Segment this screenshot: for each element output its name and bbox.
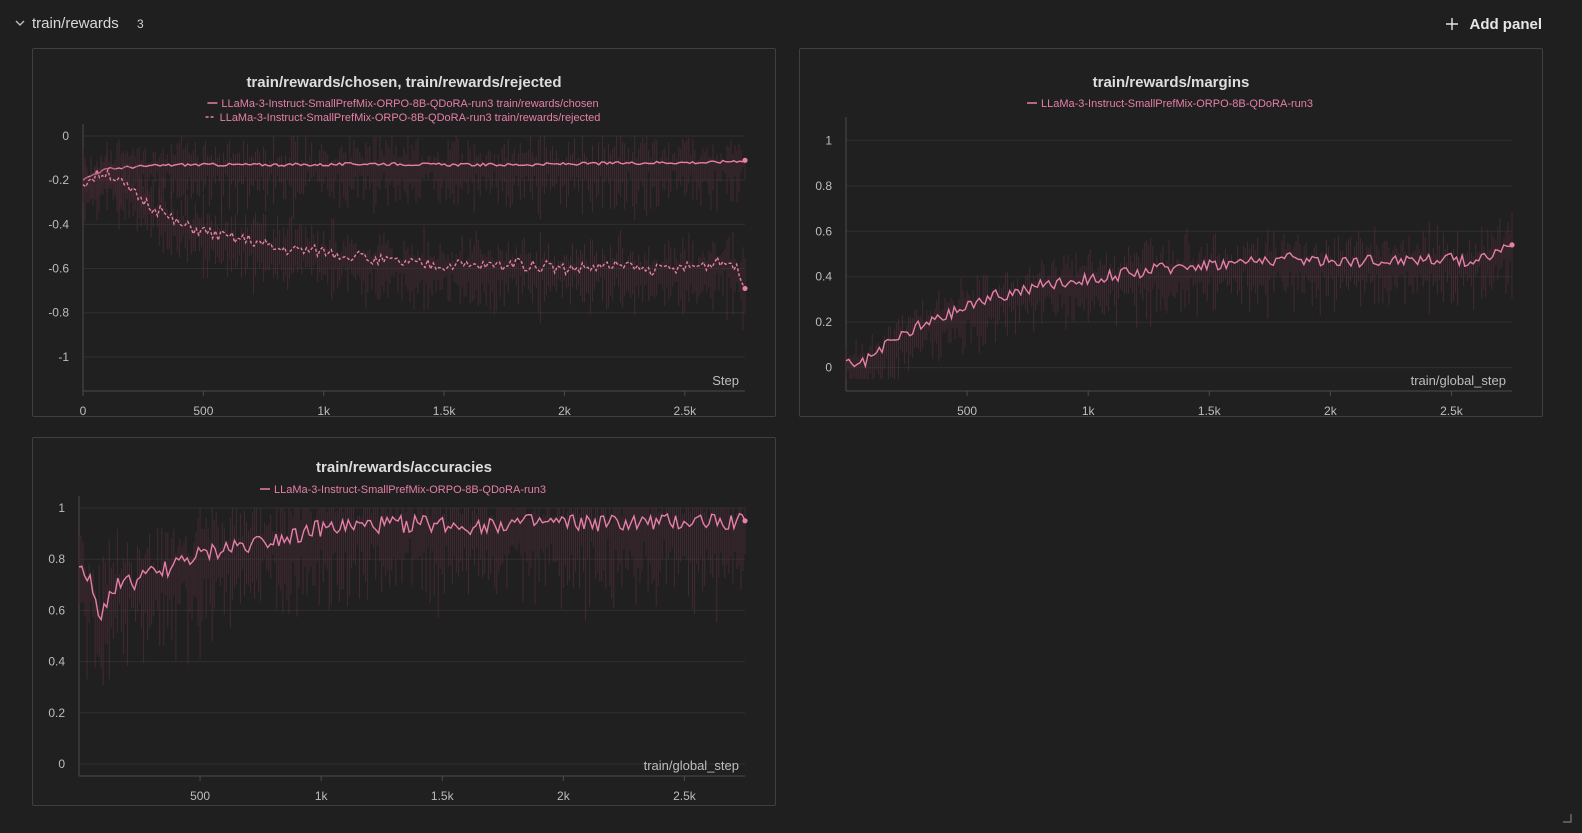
add-panel-button[interactable]: Add panel bbox=[1445, 12, 1542, 36]
y-tick-label: -1 bbox=[58, 350, 69, 364]
chart-title: train/rewards/chosen, train/rewards/reje… bbox=[246, 74, 561, 91]
x-tick-label: 1.5k bbox=[1198, 404, 1222, 416]
legend-label: LLaMa-3-Instruct-SmallPrefMix-ORPO-8B-QD… bbox=[220, 112, 601, 124]
y-tick-label: 0.8 bbox=[815, 179, 832, 193]
x-tick-label: 500 bbox=[190, 789, 210, 803]
series-endpoint bbox=[742, 285, 748, 292]
x-tick-label: 500 bbox=[193, 404, 213, 416]
section-title[interactable]: train/rewards bbox=[32, 15, 119, 32]
legend-entry[interactable]: LLaMa-3-Instruct-SmallPrefMix-ORPO-8B-QD… bbox=[205, 112, 601, 124]
y-tick-label: -0.8 bbox=[48, 306, 69, 320]
legend-entry[interactable]: LLaMa-3-Instruct-SmallPrefMix-ORPO-8B-QD… bbox=[207, 98, 599, 110]
raw-noise bbox=[82, 136, 746, 221]
legend-label: LLaMa-3-Instruct-SmallPrefMix-ORPO-8B-QD… bbox=[1041, 98, 1313, 110]
y-tick-label: 1 bbox=[58, 501, 65, 515]
chart-title: train/rewards/margins bbox=[1093, 74, 1250, 91]
y-tick-label: 0.8 bbox=[48, 552, 65, 566]
legend-entry[interactable]: LLaMa-3-Instruct-SmallPrefMix-ORPO-8B-QD… bbox=[1026, 98, 1313, 110]
chart-panel-chosen-rejected[interactable]: train/rewards/chosen, train/rewards/reje… bbox=[32, 48, 776, 417]
series-endpoint bbox=[742, 518, 748, 524]
series-endpoint bbox=[742, 157, 748, 163]
series-line[interactable] bbox=[78, 512, 746, 622]
y-tick-label: -0.6 bbox=[48, 262, 69, 276]
x-tick-label: 0 bbox=[80, 404, 87, 416]
y-tick-label: 0 bbox=[58, 757, 65, 771]
chevron-down-icon[interactable] bbox=[14, 17, 26, 29]
y-tick-label: 0 bbox=[825, 361, 832, 375]
panel-count-badge: 3 bbox=[137, 17, 144, 31]
y-tick-label: 0.4 bbox=[48, 655, 65, 669]
x-axis-label: Step bbox=[712, 373, 739, 388]
y-tick-label: 0.4 bbox=[815, 270, 832, 284]
x-tick-label: 2.5k bbox=[673, 404, 697, 416]
y-tick-label: 0.6 bbox=[48, 603, 65, 617]
plus-icon bbox=[1446, 18, 1459, 30]
y-tick-label: 0 bbox=[62, 129, 69, 143]
x-tick-label: 2.5k bbox=[673, 789, 697, 803]
y-tick-label: 0.6 bbox=[815, 224, 832, 238]
section-header: train/rewards 3 Add panel bbox=[0, 0, 1582, 48]
x-tick-label: 2.5k bbox=[1440, 404, 1464, 416]
y-tick-label: 0.2 bbox=[815, 315, 832, 329]
chart-margins[interactable]: train/rewards/margins LLaMa-3-Instruct-Sm… bbox=[800, 49, 1542, 416]
x-tick-label: 1.5k bbox=[433, 404, 457, 416]
legend-entry[interactable]: LLaMa-3-Instruct-SmallPrefMix-ORPO-8B-QD… bbox=[259, 484, 546, 496]
x-tick-label: 1.5k bbox=[431, 789, 455, 803]
x-tick-label: 2k bbox=[558, 404, 572, 416]
series-line[interactable] bbox=[845, 243, 1513, 369]
chart-panel-margins[interactable]: train/rewards/margins LLaMa-3-Instruct-Sm… bbox=[799, 48, 1543, 417]
raw-noise bbox=[845, 211, 1513, 379]
add-panel-label: Add panel bbox=[1469, 15, 1542, 33]
x-tick-label: 2k bbox=[557, 789, 571, 803]
x-axis-label: train/global_step bbox=[644, 758, 739, 773]
chart-title: train/rewards/accuracies bbox=[316, 459, 492, 476]
chart-accuracies[interactable]: train/rewards/accuracies LLaMa-3-Instruct… bbox=[33, 438, 775, 805]
raw-noise bbox=[78, 508, 746, 686]
raw-noise bbox=[82, 141, 746, 331]
x-tick-label: 1k bbox=[315, 789, 329, 803]
chart-chosen-rejected[interactable]: train/rewards/chosen, train/rewards/reje… bbox=[33, 49, 775, 416]
x-tick-label: 500 bbox=[957, 404, 977, 416]
series-line[interactable] bbox=[82, 159, 746, 181]
chart-panel-accuracies[interactable]: train/rewards/accuracies LLaMa-3-Instruct… bbox=[32, 437, 776, 806]
x-tick-label: 1k bbox=[317, 404, 331, 416]
legend-label: LLaMa-3-Instruct-SmallPrefMix-ORPO-8B-QD… bbox=[274, 484, 546, 496]
x-axis-label: train/global_step bbox=[1411, 373, 1506, 388]
x-tick-label: 2k bbox=[1324, 404, 1338, 416]
legend-label: LLaMa-3-Instruct-SmallPrefMix-ORPO-8B-QD… bbox=[221, 98, 598, 110]
y-tick-label: 1 bbox=[825, 133, 832, 147]
x-tick-label: 1k bbox=[1082, 404, 1096, 416]
series-endpoint bbox=[1509, 242, 1515, 248]
y-tick-label: -0.2 bbox=[48, 173, 69, 187]
resize-handle-icon[interactable] bbox=[1562, 813, 1572, 823]
y-tick-label: -0.4 bbox=[48, 217, 69, 231]
y-tick-label: 0.2 bbox=[48, 706, 65, 720]
